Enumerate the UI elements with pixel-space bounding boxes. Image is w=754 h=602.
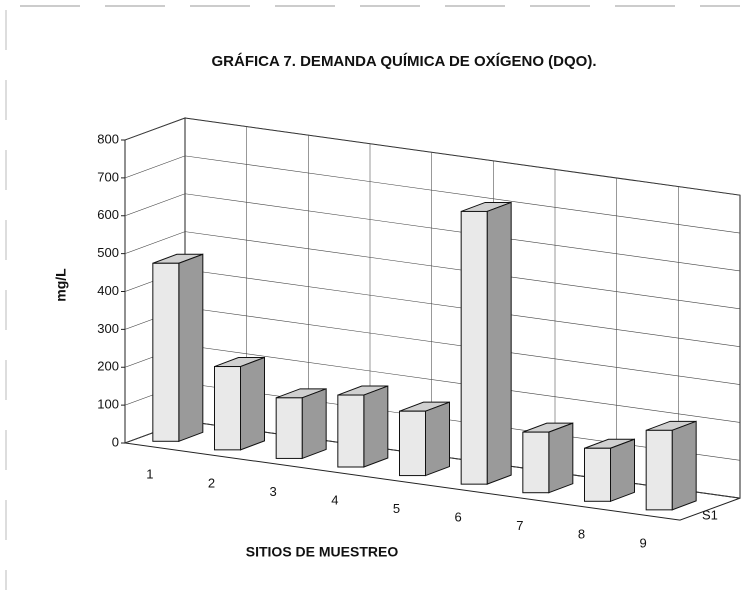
bar-front [645,429,673,511]
bar-side [363,385,389,468]
bar-front [337,394,365,468]
depth-axis-label: S1 [702,508,718,523]
grid-line [124,193,186,217]
bar [214,356,265,451]
y-axis-title: mg/L [53,268,69,302]
bar [399,401,450,477]
x-tick-label: 3 [270,484,277,499]
x-axis-title: SITIOS DE MUESTREO [246,544,399,560]
y-tick-label: 600 [97,207,119,222]
x-tick-label: 6 [455,510,462,525]
bar [460,201,512,485]
bar-side [178,253,204,443]
x-tick-label: 1 [146,467,153,482]
bar-front [584,447,611,502]
y-tick-label: 700 [97,169,119,184]
x-tick-label: 4 [331,492,338,507]
bar-side [240,356,265,451]
bar-front [399,410,426,477]
bar-side [671,420,697,511]
bar-front [522,431,550,494]
bar-side [486,201,512,485]
bar-side [425,401,450,477]
bar [584,438,635,503]
grid-line [184,117,741,196]
bar [522,422,574,494]
grid-line [124,231,186,254]
y-tick-label: 300 [97,321,119,336]
bar-front [275,397,303,459]
y-tick-label: 400 [97,283,119,298]
chart-title: GRÁFICA 7. DEMANDA QUÍMICA DE OXÍGENO (D… [211,53,596,70]
y-tick-label: 100 [97,397,119,412]
y-tick-label: 200 [97,359,119,374]
grid-line [124,117,186,141]
x-tick-label: 5 [393,501,400,516]
bar-side [301,388,327,460]
bar-front [152,262,180,442]
y-tick-label: 800 [97,131,119,146]
x-tick-label: 7 [516,518,523,533]
bar-front [460,210,488,485]
y-tick-label: 500 [97,245,119,260]
bar-side [548,422,574,494]
x-tick-label: 8 [578,527,585,542]
bar [152,253,204,443]
bar [275,388,327,460]
bar [337,385,389,468]
y-tick-label: 0 [112,434,119,449]
x-tick-label: 9 [640,535,647,550]
bar-side [610,438,635,503]
x-tick-label: 2 [208,475,215,490]
bar [645,420,697,511]
grid-line [184,155,741,234]
grid-line [124,155,186,179]
bar-front [214,366,241,451]
